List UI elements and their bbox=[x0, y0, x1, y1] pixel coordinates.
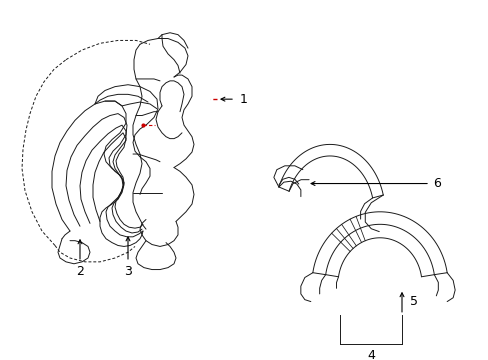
Text: 5: 5 bbox=[409, 295, 417, 308]
Text: 3: 3 bbox=[124, 265, 132, 278]
Text: 6: 6 bbox=[432, 177, 440, 190]
Text: 1: 1 bbox=[240, 93, 247, 105]
Text: 4: 4 bbox=[366, 349, 374, 360]
Text: 2: 2 bbox=[76, 265, 84, 278]
